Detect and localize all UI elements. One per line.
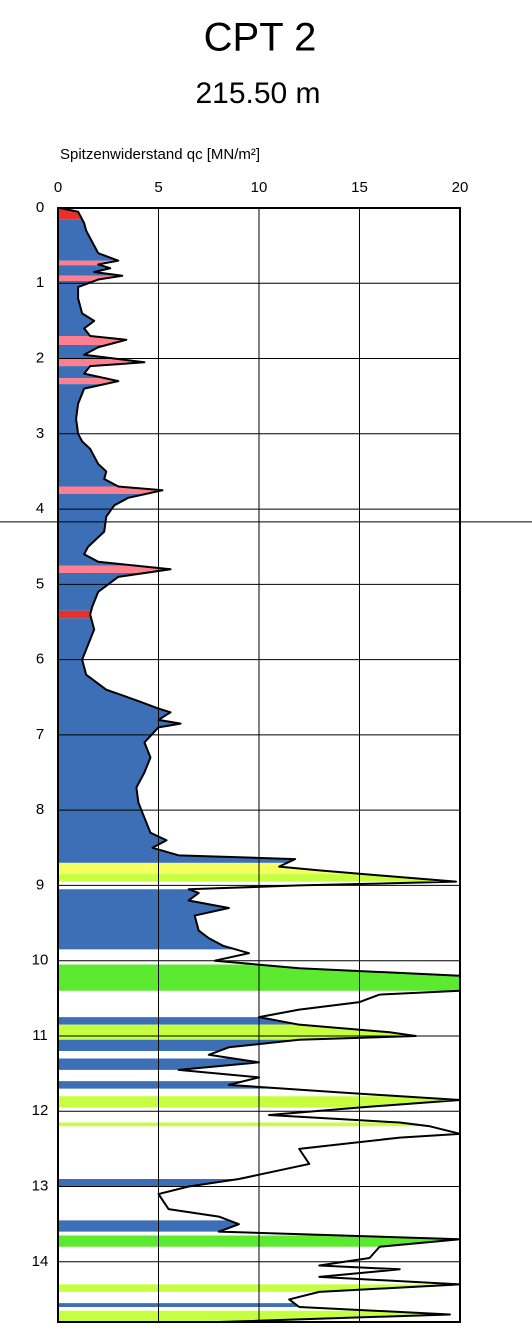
soil-band bbox=[58, 1081, 285, 1089]
y-tick-label: 8 bbox=[36, 801, 44, 818]
soil-band bbox=[58, 1310, 450, 1322]
y-tick-label: 7 bbox=[36, 726, 44, 743]
soil-band bbox=[58, 208, 83, 220]
soil-band bbox=[58, 260, 119, 266]
x-tick-label: 20 bbox=[452, 179, 469, 196]
soil-band bbox=[58, 874, 456, 882]
y-tick-label: 10 bbox=[32, 952, 49, 969]
x-axis-label: Spitzenwiderstand qc [MN/m²] bbox=[60, 146, 260, 163]
soil-band bbox=[58, 610, 92, 619]
soil-band bbox=[58, 618, 296, 863]
soil-band bbox=[58, 1039, 300, 1052]
soil-band bbox=[58, 366, 105, 379]
soil-band bbox=[58, 281, 95, 336]
soil-band bbox=[58, 219, 119, 261]
soil-band bbox=[58, 1303, 300, 1307]
chart-title: CPT 2 bbox=[204, 16, 317, 60]
x-tick-label: 0 bbox=[54, 179, 62, 196]
soil-band bbox=[58, 1220, 239, 1232]
y-tick-label: 9 bbox=[36, 876, 44, 893]
soil-band bbox=[58, 565, 171, 574]
y-tick-label: 2 bbox=[36, 350, 44, 367]
y-tick-label: 3 bbox=[36, 425, 44, 442]
y-tick-label: 13 bbox=[32, 1177, 49, 1194]
soil-band bbox=[58, 889, 236, 950]
soil-band bbox=[58, 378, 119, 385]
chart-subtitle: 215.50 m bbox=[195, 77, 320, 110]
soil-band bbox=[58, 494, 146, 566]
soil-band bbox=[58, 1017, 300, 1025]
plot-frame bbox=[57, 207, 461, 1323]
y-tick-label: 4 bbox=[36, 500, 44, 517]
soil-band bbox=[58, 1122, 430, 1127]
soil-band bbox=[58, 344, 115, 359]
soil-band bbox=[58, 1178, 239, 1187]
soil-band bbox=[58, 573, 145, 611]
soil-band bbox=[58, 275, 123, 282]
y-tick-label: 0 bbox=[36, 199, 44, 216]
y-tick-label: 5 bbox=[36, 575, 44, 592]
y-tick-label: 6 bbox=[36, 651, 44, 668]
soil-band bbox=[58, 384, 119, 487]
y-tick-label: 11 bbox=[32, 1027, 48, 1044]
x-tick-label: 15 bbox=[351, 179, 368, 196]
y-tick-label: 12 bbox=[32, 1102, 49, 1119]
y-tick-label: 14 bbox=[32, 1253, 49, 1270]
soil-band bbox=[58, 862, 365, 875]
x-tick-label: 5 bbox=[154, 179, 162, 196]
y-tick-label: 1 bbox=[36, 274, 44, 291]
x-tick-label: 10 bbox=[251, 179, 268, 196]
